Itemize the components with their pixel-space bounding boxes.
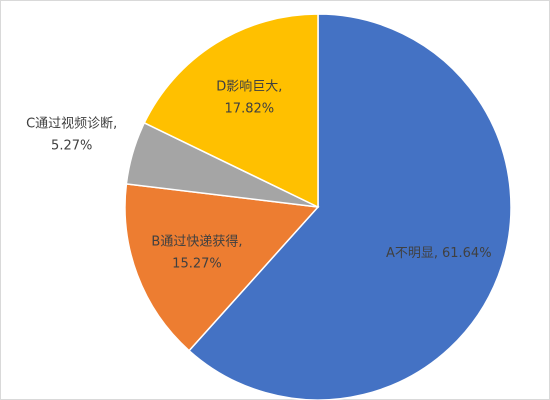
- pie-slice: [124, 183, 320, 352]
- label-separator: ,: [434, 246, 438, 261]
- data-label: D影响巨大, 17.82%: [216, 78, 282, 116]
- value-label: 15.27%: [172, 256, 222, 271]
- category-label: C通过视频诊断: [26, 116, 113, 131]
- label-separator: ,: [113, 116, 117, 131]
- pie-slice: [143, 13, 319, 209]
- data-label: C通过视频诊断, 5.27%: [26, 116, 117, 153]
- value-label: 5.27%: [51, 138, 92, 153]
- category-label: A不明显: [386, 246, 434, 261]
- pie: [124, 13, 512, 400]
- label-separator: ,: [278, 79, 282, 94]
- label-separator: ,: [238, 234, 242, 249]
- data-labels: A不明显, 61.64% B通过快递获得, 15.27% C通过视频诊断, 5.27% D影…: [26, 78, 491, 271]
- data-label: B通过快递获得, 15.27%: [151, 233, 242, 271]
- category-label: B通过快递获得: [151, 233, 238, 249]
- category-label: D影响巨大: [216, 78, 278, 94]
- data-label: A不明显, 61.64%: [386, 246, 492, 261]
- value-label: 17.82%: [225, 101, 275, 116]
- pie-slice: [188, 13, 512, 400]
- value-label: 61.64%: [442, 246, 492, 261]
